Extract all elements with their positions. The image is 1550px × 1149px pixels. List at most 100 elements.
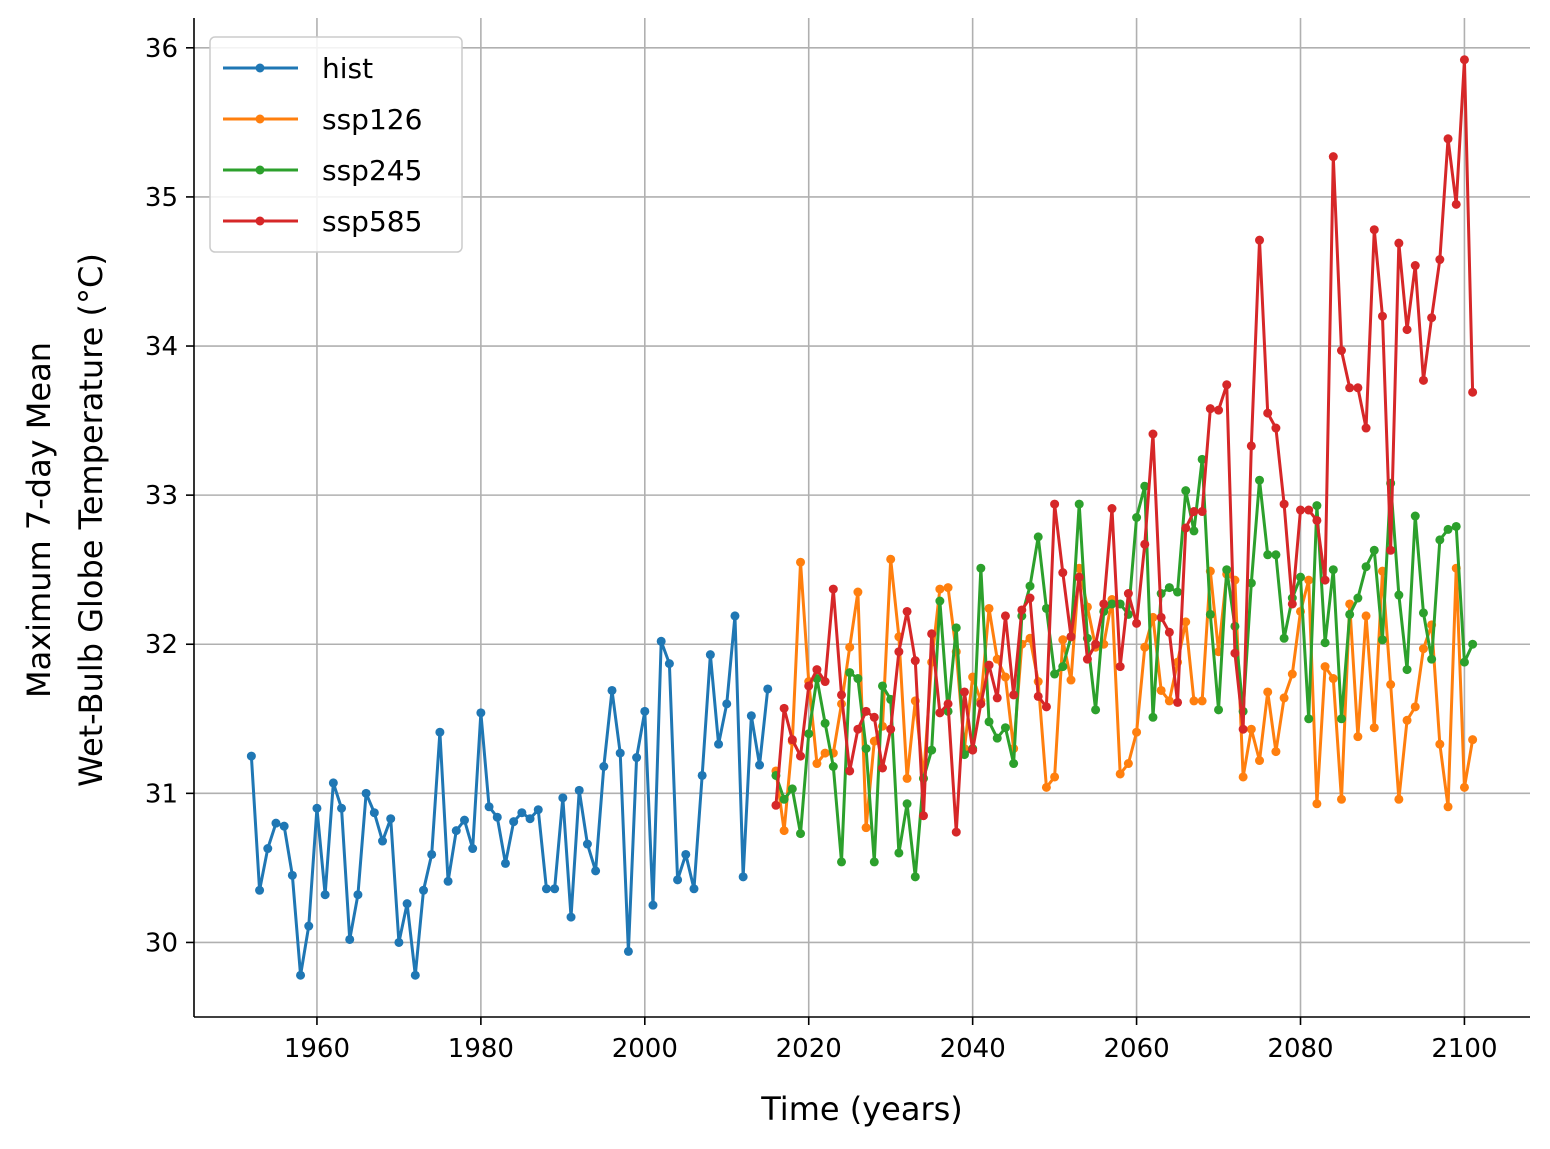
data-point-ssp245 bbox=[853, 674, 863, 684]
data-point-ssp126 bbox=[1181, 617, 1191, 627]
data-point-ssp245 bbox=[1279, 633, 1289, 643]
data-point-ssp585 bbox=[779, 703, 789, 713]
data-point-ssp126 bbox=[935, 584, 945, 594]
legend-label: ssp585 bbox=[322, 205, 422, 238]
data-point-hist bbox=[681, 849, 691, 859]
data-point-hist bbox=[369, 808, 379, 818]
data-point-ssp245 bbox=[787, 784, 797, 794]
x-tick-label: 2020 bbox=[776, 1034, 842, 1064]
data-point-ssp245 bbox=[1451, 521, 1461, 531]
data-point-ssp585 bbox=[1214, 405, 1224, 415]
legend-label: hist bbox=[322, 52, 373, 85]
data-point-ssp126 bbox=[796, 557, 806, 567]
data-point-ssp126 bbox=[1320, 662, 1330, 672]
data-point-ssp585 bbox=[1148, 429, 1158, 439]
data-point-hist bbox=[746, 711, 756, 721]
data-point-ssp585 bbox=[1443, 134, 1453, 144]
y-axis-title-line-2: Wet-Bulb Globe Temperature (°C) bbox=[72, 253, 110, 787]
data-point-ssp585 bbox=[820, 677, 830, 687]
data-point-ssp585 bbox=[837, 690, 847, 700]
data-point-ssp245 bbox=[1246, 578, 1256, 588]
data-point-ssp126 bbox=[1459, 782, 1469, 792]
data-point-ssp245 bbox=[1189, 526, 1199, 536]
data-point-hist bbox=[459, 815, 469, 825]
data-point-ssp126 bbox=[902, 773, 912, 783]
data-point-ssp245 bbox=[1091, 705, 1101, 715]
data-point-ssp585 bbox=[796, 751, 806, 761]
data-point-ssp126 bbox=[1074, 563, 1084, 573]
data-point-ssp126 bbox=[943, 583, 953, 593]
data-point-ssp126 bbox=[1140, 642, 1150, 652]
data-point-ssp126 bbox=[853, 587, 863, 597]
data-point-ssp245 bbox=[1353, 593, 1363, 603]
data-point-ssp585 bbox=[951, 827, 961, 837]
data-point-ssp245 bbox=[1435, 535, 1445, 545]
data-point-ssp245 bbox=[845, 668, 855, 678]
data-point-ssp585 bbox=[984, 660, 994, 670]
data-point-ssp126 bbox=[820, 748, 830, 758]
data-point-ssp245 bbox=[1181, 486, 1191, 496]
data-point-ssp585 bbox=[1410, 261, 1420, 271]
data-point-ssp585 bbox=[1353, 383, 1363, 393]
data-point-ssp585 bbox=[787, 735, 797, 745]
data-point-ssp245 bbox=[1410, 511, 1420, 521]
data-point-ssp585 bbox=[910, 656, 920, 666]
data-point-hist bbox=[353, 890, 363, 900]
data-point-ssp585 bbox=[1418, 375, 1428, 385]
data-point-hist bbox=[271, 818, 281, 828]
data-point-ssp585 bbox=[1402, 325, 1412, 335]
data-point-ssp585 bbox=[1066, 632, 1076, 642]
series-line-ssp126 bbox=[774, 557, 1475, 833]
data-point-ssp585 bbox=[1394, 238, 1404, 248]
data-point-hist bbox=[361, 788, 371, 798]
data-point-ssp245 bbox=[1394, 590, 1404, 600]
data-point-ssp126 bbox=[845, 642, 855, 652]
legend-label: ssp126 bbox=[322, 103, 422, 136]
data-point-ssp585 bbox=[935, 708, 945, 718]
data-point-ssp245 bbox=[869, 857, 879, 867]
data-point-hist bbox=[255, 885, 265, 895]
data-point-ssp585 bbox=[992, 693, 1002, 703]
legend-swatch-marker bbox=[255, 216, 265, 226]
data-point-hist bbox=[402, 899, 412, 909]
data-point-hist bbox=[337, 803, 347, 813]
data-point-hist bbox=[484, 802, 494, 812]
data-point-hist bbox=[517, 808, 527, 818]
data-point-ssp585 bbox=[1361, 423, 1371, 433]
x-tick-label: 1980 bbox=[448, 1034, 514, 1064]
data-point-hist bbox=[755, 760, 765, 770]
data-point-ssp126 bbox=[1394, 794, 1404, 804]
data-point-ssp245 bbox=[1205, 609, 1215, 619]
data-point-hist bbox=[632, 753, 642, 763]
data-point-hist bbox=[533, 805, 543, 815]
series-line-hist bbox=[249, 614, 770, 977]
data-point-ssp245 bbox=[779, 794, 789, 804]
data-point-ssp245 bbox=[910, 872, 920, 882]
y-tick-label: 31 bbox=[145, 779, 178, 809]
data-point-hist bbox=[738, 872, 748, 882]
data-point-hist bbox=[763, 684, 773, 694]
data-point-ssp245 bbox=[1271, 550, 1281, 560]
data-point-ssp245 bbox=[1058, 662, 1068, 672]
data-point-ssp245 bbox=[935, 596, 945, 606]
data-point-hist bbox=[623, 946, 633, 956]
data-point-ssp245 bbox=[894, 848, 904, 858]
data-point-ssp585 bbox=[861, 706, 871, 716]
data-point-hist bbox=[648, 900, 658, 910]
data-point-hist bbox=[574, 785, 584, 795]
data-point-ssp585 bbox=[1074, 572, 1084, 582]
y-tick-label: 32 bbox=[145, 630, 178, 660]
data-point-ssp585 bbox=[853, 724, 863, 734]
data-point-ssp585 bbox=[1312, 515, 1322, 525]
legend-item-ssp126: ssp126 bbox=[223, 103, 422, 136]
y-tick-label: 34 bbox=[145, 332, 178, 362]
data-point-ssp585 bbox=[894, 647, 904, 657]
data-point-hist bbox=[279, 821, 289, 831]
data-point-ssp245 bbox=[804, 729, 814, 739]
data-point-ssp585 bbox=[1181, 523, 1191, 533]
data-point-hist bbox=[435, 727, 445, 737]
data-point-hist bbox=[427, 849, 437, 859]
data-point-ssp585 bbox=[1156, 612, 1166, 622]
data-point-ssp126 bbox=[1058, 635, 1068, 645]
data-point-ssp126 bbox=[886, 554, 896, 564]
